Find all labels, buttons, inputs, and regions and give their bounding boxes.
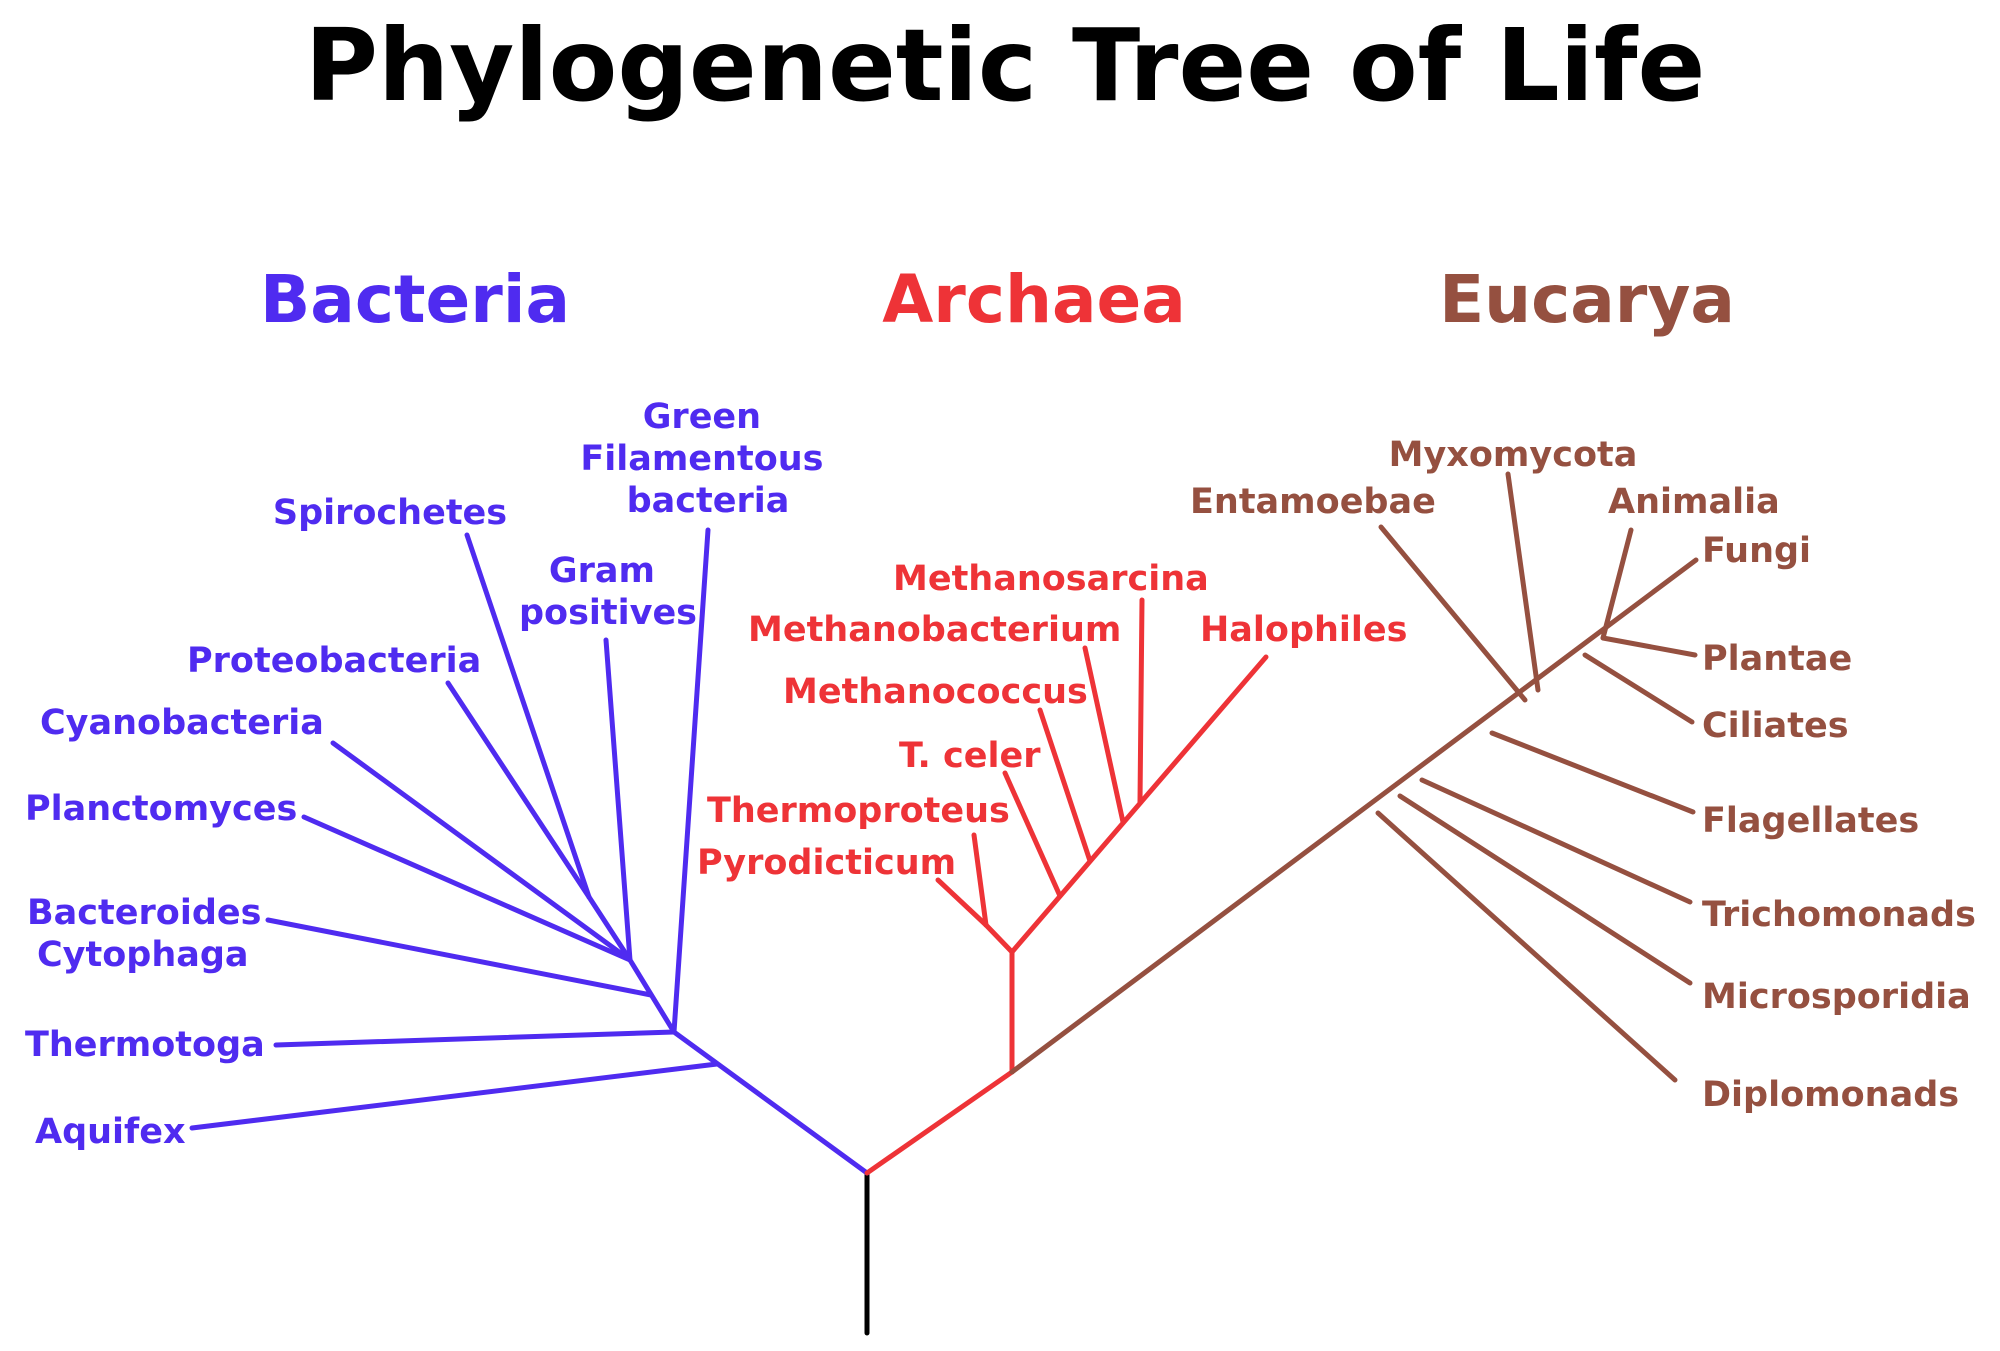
label-plantae: Plantae bbox=[1702, 639, 1852, 679]
label-cyanobacteria: Cyanobacteria bbox=[40, 703, 324, 743]
branch-trichomonads bbox=[1419, 777, 1693, 905]
label-proteobacteria: Proteobacteria bbox=[187, 641, 481, 681]
branch-aquifex bbox=[189, 1061, 720, 1131]
label-halophiles: Halophiles bbox=[1200, 610, 1408, 650]
label-myxomycota: Myxomycota bbox=[1389, 435, 1638, 475]
label-microsporidia: Microsporidia bbox=[1702, 977, 1971, 1017]
diagram-title: Phylogenetic Tree of Life bbox=[305, 7, 1706, 124]
eucarya-stem bbox=[1009, 557, 1699, 1075]
label-pyrodicticum: Pyrodicticum bbox=[697, 843, 956, 883]
label-animalia: Animalia bbox=[1608, 482, 1780, 522]
branch-thermoproteus bbox=[971, 832, 989, 928]
label-trichomonads: Trichomonads bbox=[1702, 895, 1976, 935]
branch-pyrodicticum bbox=[935, 877, 989, 928]
label-flagellates: Flagellates bbox=[1702, 801, 1919, 841]
branch-methanococcus bbox=[1037, 707, 1093, 864]
branch-diplomonads bbox=[1375, 810, 1678, 1083]
label-diplomonads: Diplomonads bbox=[1702, 1075, 1959, 1115]
branch-methanobacterium bbox=[1082, 645, 1126, 825]
label-thermoproteus: Thermoproteus bbox=[707, 791, 1010, 831]
branch-ciliates bbox=[1582, 652, 1695, 725]
branch-green-filamentous bbox=[671, 527, 711, 1035]
label-methanococcus: Methanococcus bbox=[783, 672, 1088, 712]
branch-myxomycota bbox=[1505, 471, 1541, 693]
branch-halophiles bbox=[1009, 654, 1269, 955]
label-green-filamentous: Green Filamentous bacteria bbox=[580, 397, 835, 521]
branch-methanosarcina bbox=[1137, 597, 1145, 805]
branch-entamoebae bbox=[1378, 524, 1528, 703]
domain-label-archaea: Archaea bbox=[882, 261, 1186, 338]
label-methanobacterium: Methanobacterium bbox=[748, 610, 1121, 650]
branch-bacteroides bbox=[265, 917, 654, 998]
branch-microsporidia bbox=[1397, 793, 1693, 986]
archaea-crenarchaeota-node bbox=[983, 922, 1015, 955]
label-planctomyces: Planctomyces bbox=[25, 789, 297, 829]
label-aquifex: Aquifex bbox=[35, 1112, 186, 1152]
label-methanosarcina: Methanosarcina bbox=[893, 559, 1209, 599]
branch-spirochetes bbox=[464, 532, 592, 900]
eucarya-branches bbox=[1009, 471, 1699, 1083]
label-gram-positives: Gram positives bbox=[519, 551, 697, 633]
bacteria-upper-stem bbox=[586, 894, 633, 963]
label-bacteroides-cytophaga: Bacteroides Cytophaga bbox=[27, 893, 274, 975]
archaea-branches bbox=[864, 597, 1269, 1176]
branch-gram-positives bbox=[603, 637, 633, 963]
bacteria-branches bbox=[189, 527, 870, 1176]
domain-label-bacteria: Bacteria bbox=[260, 261, 570, 338]
label-ciliates: Ciliates bbox=[1702, 706, 1849, 746]
branch-plantae bbox=[1600, 635, 1698, 658]
domain-label-eucarya: Eucarya bbox=[1439, 261, 1735, 338]
label-spirochetes: Spirochetes bbox=[273, 493, 507, 533]
branch-animalia bbox=[1600, 527, 1634, 641]
bacteria-stem bbox=[671, 1029, 870, 1176]
branch-planctomyces bbox=[301, 814, 633, 963]
branch-t-celer bbox=[1002, 770, 1063, 899]
label-entamoebae: Entamoebae bbox=[1190, 482, 1436, 522]
label-t-celer: T. celer bbox=[899, 736, 1041, 776]
branch-flagellates bbox=[1489, 730, 1696, 815]
branch-cyanobacteria bbox=[330, 740, 633, 963]
branch-thermotoga bbox=[273, 1029, 677, 1048]
label-fungi: Fungi bbox=[1702, 531, 1811, 571]
label-thermotoga: Thermotoga bbox=[25, 1025, 265, 1065]
branch-proteobacteria bbox=[445, 680, 592, 900]
archaea-stem bbox=[864, 1069, 1015, 1176]
